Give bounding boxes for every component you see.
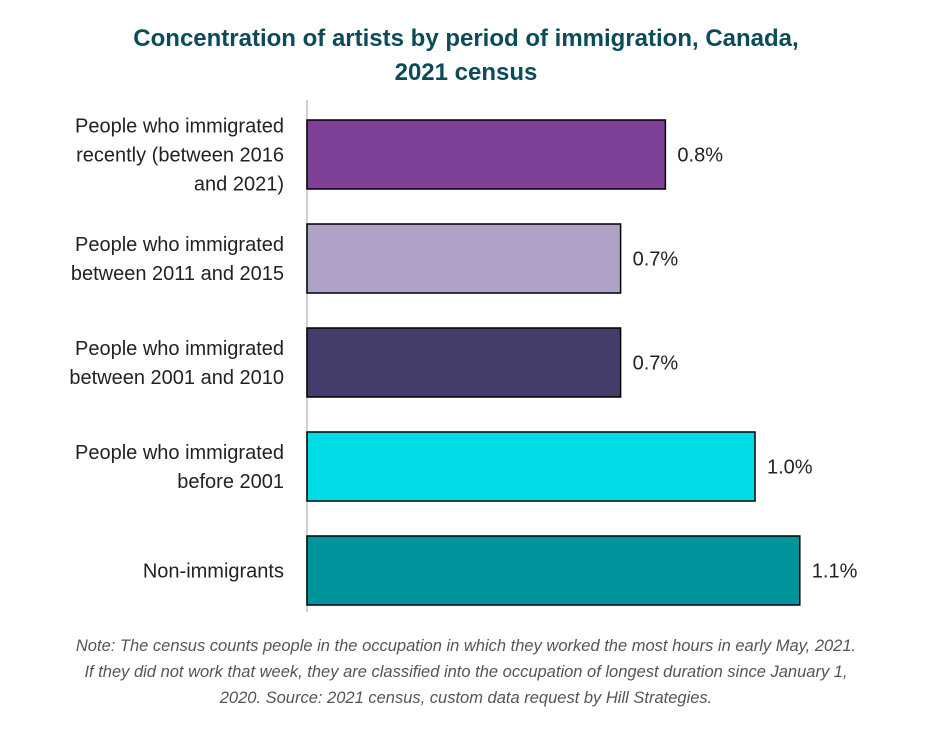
bar-2 (306, 223, 622, 294)
bar-5 (306, 535, 801, 606)
bar-value-label-3: 0.7% (633, 353, 679, 375)
category-label-line: People who immigrated (75, 116, 284, 138)
category-label-line: People who immigrated (75, 234, 284, 256)
chart-note: Note: The census counts people in the oc… (20, 633, 912, 711)
category-label-1: People who immigrated recently (between 2… (75, 116, 284, 196)
bar-value-label-4: 1.0% (767, 457, 813, 479)
category-label-4: People who immigrated before 2001 (75, 442, 284, 493)
category-label-2: People who immigrated between 2011 and 20… (71, 234, 284, 285)
category-label-line: People who immigrated (75, 338, 284, 360)
bar-value-label-1: 0.8% (677, 145, 723, 167)
category-label-line: before 2001 (177, 471, 284, 493)
bar-value-label-2: 0.7% (633, 249, 679, 271)
category-label-line: between 2001 and 2010 (69, 367, 284, 389)
chart-title: Concentration of artists by period of im… (66, 22, 866, 90)
category-label-line: and 2021) (194, 174, 284, 196)
chart-title-line-2: 2021 census (394, 59, 538, 86)
note-line-3: 2020. Source: 2021 census, custom data r… (219, 689, 713, 707)
category-label-line: People who immigrated (75, 442, 284, 464)
note-line-1: Note: The census counts people in the oc… (75, 637, 857, 655)
bar-4 (306, 431, 756, 502)
chart-title-line-1: Concentration of artists by period of im… (133, 25, 799, 52)
bar-3 (306, 327, 622, 398)
note-line-2: If they did not work that week, they are… (84, 663, 848, 681)
category-label-5: Non-immigrants (143, 561, 284, 583)
bar-1 (306, 119, 667, 190)
category-label-line: between 2011 and 2015 (71, 263, 284, 285)
category-label-line: Non-immigrants (143, 561, 284, 583)
category-label-3: People who immigrated between 2001 and 20… (69, 338, 284, 389)
category-label-line: recently (between 2016 (76, 145, 284, 167)
bar-value-label-5: 1.1% (812, 561, 858, 583)
